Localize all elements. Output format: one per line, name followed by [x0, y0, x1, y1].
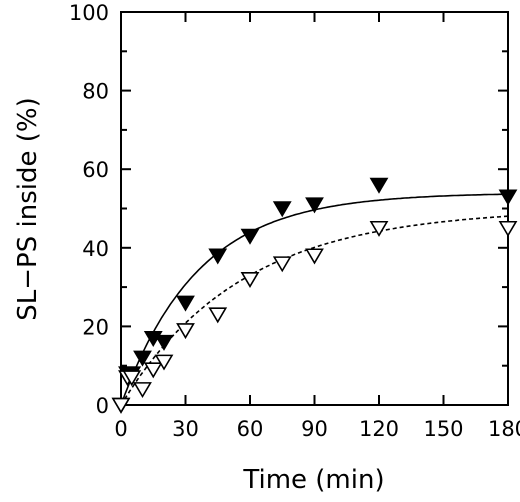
x-axis-title: Time (min)	[242, 465, 384, 495]
open-triangle-point	[122, 370, 142, 387]
filled-triangle-point	[240, 228, 260, 245]
x-tick-label: 0	[114, 417, 127, 441]
open-triangle-point	[208, 307, 228, 324]
open-triangle-point	[240, 272, 260, 289]
open-triangle-point	[133, 382, 152, 399]
open-triangle-point	[143, 362, 163, 379]
x-tick-label: 90	[301, 417, 328, 441]
filled-triangle-point	[176, 295, 195, 312]
x-tick-label: 150	[423, 417, 463, 441]
open-triangle-point	[272, 256, 292, 273]
open-triangle-point	[369, 220, 389, 237]
filled-triangle-point	[208, 248, 228, 265]
x-axis-ticks: 0 30 60 90 120 150 180	[114, 12, 520, 441]
filled-triangle-point	[369, 177, 389, 194]
x-tick-label: 30	[172, 417, 199, 441]
filled-triangle-point	[154, 334, 174, 351]
y-tick-label: 40	[82, 237, 109, 261]
open-triangle-point	[305, 248, 324, 265]
data-points	[111, 177, 518, 414]
y-tick-label: 0	[96, 394, 109, 418]
x-tick-label: 120	[359, 417, 399, 441]
open-triangle-point	[154, 354, 174, 371]
y-axis-ticks: 0 20 40 60 80 100	[69, 1, 508, 418]
open-triangle-point	[111, 397, 131, 414]
x-tick-label: 180	[488, 417, 520, 441]
filled-triangle-point	[272, 201, 292, 218]
filled-triangle-point	[305, 197, 324, 214]
y-tick-label: 100	[69, 1, 109, 25]
filled-triangle-point	[133, 350, 152, 367]
y-tick-label: 80	[82, 80, 109, 104]
fit-curve-series-2	[120, 215, 509, 406]
x-tick-label: 60	[237, 417, 264, 441]
filled-triangle-point	[498, 189, 518, 206]
open-triangle-point	[498, 220, 518, 237]
y-axis-title: SL−PS inside (%)	[13, 97, 43, 320]
y-tick-label: 20	[82, 315, 109, 339]
y-tick-label: 60	[82, 158, 109, 182]
open-triangle-point	[176, 323, 195, 340]
